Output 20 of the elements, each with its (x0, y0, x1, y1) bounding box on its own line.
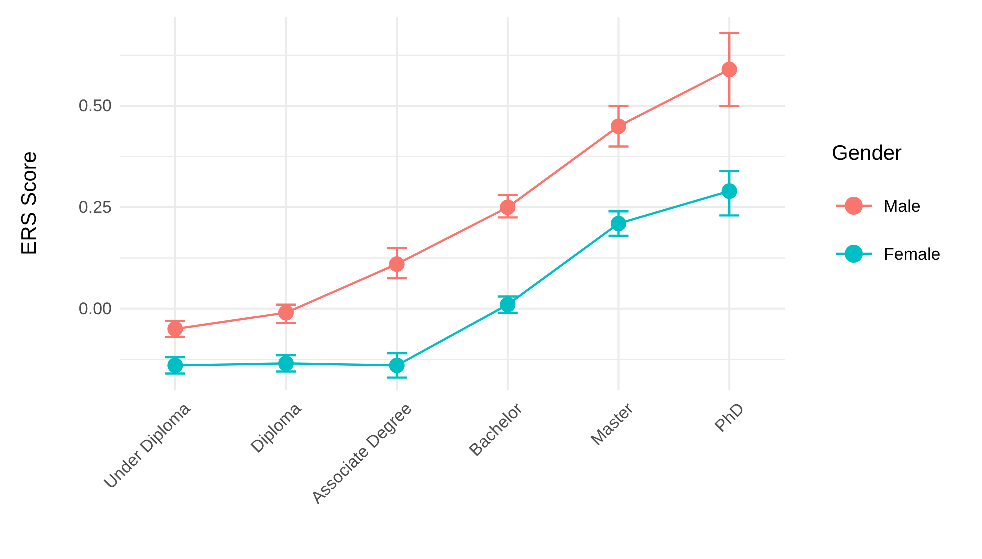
point (278, 305, 294, 321)
y-tick-label: 0.50 (78, 96, 112, 116)
point (722, 62, 738, 78)
point (389, 256, 405, 272)
point (500, 297, 516, 313)
y-axis-title: ERS Score (18, 152, 41, 256)
point (500, 200, 516, 216)
point (168, 358, 184, 374)
point (722, 184, 738, 200)
point (389, 358, 405, 374)
legend-label: Female (884, 244, 941, 264)
legend-label: Male (884, 196, 921, 216)
point (278, 356, 294, 372)
point (168, 321, 184, 337)
point (610, 216, 627, 232)
point (610, 118, 627, 134)
y-tick-label: 0.00 (78, 299, 112, 318)
x-tick-label: PhD (711, 399, 748, 436)
legend-title: Gender (832, 142, 902, 165)
y-tick-label: 0.25 (78, 198, 112, 217)
